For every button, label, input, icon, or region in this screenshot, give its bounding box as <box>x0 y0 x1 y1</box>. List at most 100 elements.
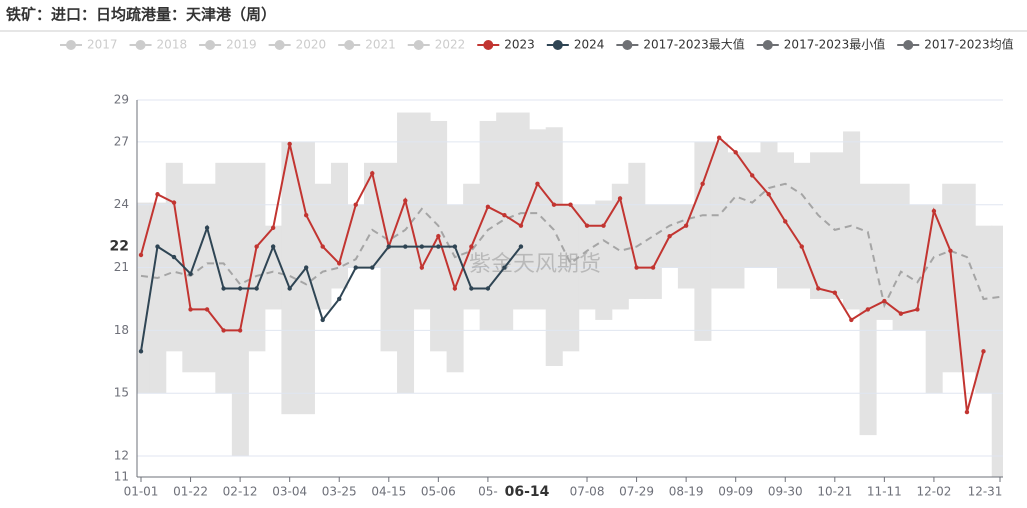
chart-title: 铁矿：进口：日均疏港量：天津港（周） <box>6 6 276 24</box>
x-tick-label: 03-25 <box>322 485 357 499</box>
point <box>188 307 193 312</box>
point <box>403 198 408 203</box>
x-tick-label: 07-29 <box>619 485 654 499</box>
legend-item[interactable]: 2024 <box>546 38 605 52</box>
x-tick-label: 05- <box>478 485 498 499</box>
legend-item[interactable]: 2017-2023最小值 <box>756 37 885 52</box>
point <box>518 244 524 249</box>
legend-label: 2020 <box>296 38 327 52</box>
legend-item[interactable]: 2017 <box>60 38 118 52</box>
x-tick-label: 01-01 <box>124 485 159 499</box>
legend-item[interactable]: 2022 <box>407 38 466 52</box>
point <box>270 225 276 230</box>
range-band <box>281 141 299 415</box>
point <box>320 317 325 323</box>
legend-icon-dot <box>274 40 285 50</box>
point <box>419 265 425 270</box>
point <box>370 265 375 270</box>
x-tick-label: 01-22 <box>173 485 208 499</box>
legend-icon-dot <box>762 40 773 50</box>
series-line <box>140 224 522 352</box>
range-band <box>694 141 712 341</box>
pointer-x-label: 06-14 <box>505 484 550 500</box>
point <box>568 202 573 207</box>
point <box>469 244 474 249</box>
point <box>650 265 656 270</box>
legend-item[interactable]: 2019 <box>199 38 257 52</box>
x-tick-label: 03-04 <box>272 485 307 499</box>
y-tick-label: 21 <box>114 260 129 274</box>
x-tick-label: 11-11 <box>867 485 902 499</box>
pointer-y-label: 22 <box>110 239 129 255</box>
point <box>535 181 540 186</box>
point <box>155 192 160 197</box>
point <box>254 286 259 291</box>
range-band <box>975 225 993 394</box>
x-tick-label: 12-31 <box>968 485 1003 499</box>
point <box>750 173 755 178</box>
x-tick-label: 08-19 <box>669 485 704 499</box>
legend-item[interactable]: 2018 <box>129 38 188 52</box>
x-tick-label: 09-09 <box>718 485 753 499</box>
point <box>915 307 920 312</box>
point <box>138 349 144 354</box>
point <box>799 244 804 249</box>
point <box>634 265 639 270</box>
point <box>700 181 705 186</box>
point <box>171 254 177 260</box>
point <box>188 271 193 277</box>
legend-item[interactable]: 2017-2023均值 <box>897 37 1014 52</box>
point <box>783 219 788 224</box>
point <box>816 286 821 291</box>
point <box>171 200 177 205</box>
legend-item[interactable]: 2023 <box>477 38 535 52</box>
point <box>502 265 507 270</box>
range-band <box>248 162 266 352</box>
point <box>485 204 491 210</box>
point <box>502 212 507 218</box>
point <box>601 223 606 228</box>
point <box>155 244 160 249</box>
legend-label: 2022 <box>435 38 466 52</box>
range-band <box>529 129 547 310</box>
point <box>948 248 953 253</box>
range-band <box>496 112 514 331</box>
y-tick-label: 27 <box>114 134 129 148</box>
y-tick-label: 11 <box>114 470 129 484</box>
range-band <box>512 112 530 310</box>
range-band <box>810 152 828 299</box>
range-band <box>397 112 415 394</box>
legend-label: 2023 <box>504 38 535 52</box>
x-tick-label: 09-30 <box>768 485 803 499</box>
point <box>303 265 309 270</box>
point <box>353 202 358 207</box>
range-band <box>137 202 150 394</box>
range-band <box>215 162 233 394</box>
range-band <box>231 162 249 457</box>
point <box>270 244 276 249</box>
range-band <box>330 162 348 289</box>
point <box>931 208 937 214</box>
series-line <box>140 135 985 413</box>
y-tick-label: 29 <box>114 93 129 107</box>
range-band <box>843 131 861 310</box>
point <box>138 252 144 258</box>
legend-item[interactable]: 2020 <box>268 38 327 52</box>
point <box>733 150 738 155</box>
point <box>716 135 722 140</box>
range-band <box>876 183 894 320</box>
legend-item[interactable]: 2021 <box>338 38 396 52</box>
y-tick-label: 15 <box>114 386 129 400</box>
range-band <box>380 162 398 352</box>
legend-item[interactable]: 2017-2023最大值 <box>616 37 745 52</box>
range-band <box>892 183 910 331</box>
x-tick-label: 07-08 <box>570 485 605 499</box>
point <box>436 233 441 239</box>
x-tick-label: 04-15 <box>371 485 406 499</box>
point <box>221 286 226 291</box>
range-band <box>595 200 613 320</box>
legend-label: 2017-2023最小值 <box>784 37 885 52</box>
legend-icon-dot <box>66 40 76 50</box>
range-band <box>149 202 167 394</box>
point <box>221 328 226 333</box>
